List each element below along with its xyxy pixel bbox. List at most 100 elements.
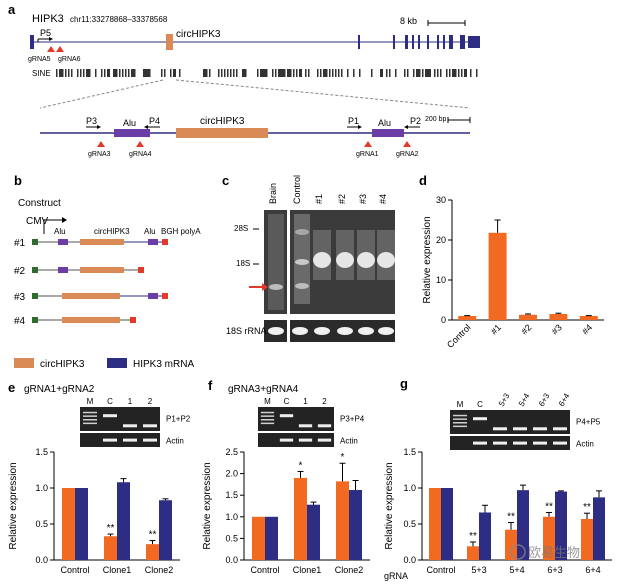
sine-element [149, 69, 151, 77]
chart-g: 0.0 0.5 1.0 1.5 Control ** 5+3 ** 5+4 ** 6+3 ** 6+4 R… [384, 447, 612, 575]
sine-element [452, 69, 455, 77]
bar [549, 314, 568, 320]
y-tick-label: 30 [436, 195, 446, 205]
zoom-circ-label: circHIPK3 [200, 116, 245, 127]
alu-b-right: Alu [144, 227, 156, 236]
sine-element [89, 69, 91, 77]
y-axis-label: Relative expression [202, 462, 213, 549]
gel-actin-label: Actin [166, 437, 184, 446]
sine-element [224, 69, 226, 77]
sine-element [272, 69, 274, 77]
chart-d: 0 10 20 30 Control #1 #2 #3 #4 Relative expressio… [422, 195, 604, 350]
gel-lane-label: 1 [303, 397, 308, 406]
significance-label: ** [107, 523, 115, 534]
legend-mrna-label: HIPK3 mRNA [133, 359, 194, 370]
sine-element [86, 69, 89, 77]
sine-element [83, 69, 85, 77]
sine-element [290, 69, 292, 77]
bar [479, 512, 491, 560]
panel-d: d 0 10 20 30 Control #1 #2 #3 #4 Relative express… [419, 173, 604, 350]
grna1-marker [364, 141, 372, 147]
gel-band [513, 427, 527, 431]
actin-band [123, 438, 137, 442]
gel-band [298, 424, 313, 428]
sine-element [329, 69, 331, 77]
x-tick-label: Clone1 [103, 565, 132, 575]
y-tick-label: 1.5 [403, 447, 416, 457]
actin-band [513, 441, 527, 445]
bar [307, 504, 320, 560]
sine-element [164, 69, 166, 77]
construct-row-label: #4 [14, 316, 26, 327]
gel-e: M C 1 2 P1+P2 Actin [80, 397, 191, 447]
x-tick-label: #3 [550, 322, 564, 336]
sine-element [323, 69, 326, 77]
lane-label: Brain [268, 183, 278, 204]
significance-label: ** [545, 501, 553, 512]
sine-element [65, 69, 67, 77]
sine-element [242, 69, 245, 77]
y-tick-label: 0.5 [403, 519, 416, 529]
sine-element [347, 69, 349, 77]
sine-element [293, 69, 295, 77]
x-tick-label: Control [250, 565, 279, 575]
y-tick-label: 1.5 [225, 490, 238, 500]
y-tick-label: 0.5 [225, 533, 238, 543]
gel-product-label: P3+P4 [340, 414, 365, 423]
gel-actin-label: Actin [576, 440, 594, 449]
grna1-label: gRNA1 [356, 151, 379, 158]
actin-band [317, 438, 332, 442]
gel-band [279, 414, 294, 418]
lane-label: Control [292, 175, 302, 204]
sine-element [425, 69, 428, 77]
bar [349, 490, 362, 560]
panel-a: a HIPK3 chr11:33278868–33378568 8 kb cir… [8, 2, 480, 158]
y-tick-label: 2.0 [225, 469, 238, 479]
alu-left-label: Alu [123, 118, 136, 128]
bar [441, 488, 453, 560]
polya-box [130, 317, 136, 323]
circ-label-top: circHIPK3 [176, 29, 221, 40]
gel-lane-label: C [284, 397, 290, 406]
y-tick-label: 1.0 [403, 483, 416, 493]
construct-title: Construct [18, 198, 61, 209]
sine-element [203, 69, 206, 77]
zoom-line-left [39, 79, 164, 109]
gel-image-actin [450, 436, 570, 450]
brain-circ-band [269, 284, 283, 290]
sine-element [422, 69, 424, 77]
bar [159, 500, 172, 560]
rrna-band [292, 327, 308, 335]
scale-8kb-label: 8 kb [400, 16, 417, 26]
sine-element [95, 69, 97, 77]
sine-element [116, 69, 118, 77]
grna2-label: gRNA2 [396, 151, 419, 158]
construct-row-label: #1 [14, 238, 26, 249]
cmv-box [32, 239, 38, 245]
sine-element [371, 69, 373, 77]
sine-element [416, 69, 419, 77]
bar [265, 516, 278, 560]
gene-name: HIPK3 [32, 13, 64, 25]
sine-element [119, 69, 121, 77]
sine-element [107, 69, 110, 77]
bar [581, 518, 593, 560]
bar [252, 516, 265, 560]
sine-element [335, 69, 337, 77]
sine-element [461, 69, 463, 77]
gel-image-top [450, 410, 570, 434]
sine-element [458, 69, 460, 77]
cmv-box [32, 317, 38, 323]
sine-element [308, 69, 310, 77]
gel-band [123, 424, 137, 428]
sine-element [206, 69, 208, 77]
y-axis-label: Relative expression [8, 462, 19, 549]
y-tick-label: 20 [436, 235, 446, 245]
sine-element [332, 69, 334, 77]
sine-element [299, 69, 302, 77]
panel-f: f gRNA3+gRNA4 M C 1 2 P3+P4 Actin 0.0 0.5 1.0 1.… [202, 378, 370, 575]
lane-label: #2 [337, 194, 347, 204]
bar [146, 544, 159, 560]
sine-element [386, 69, 388, 77]
